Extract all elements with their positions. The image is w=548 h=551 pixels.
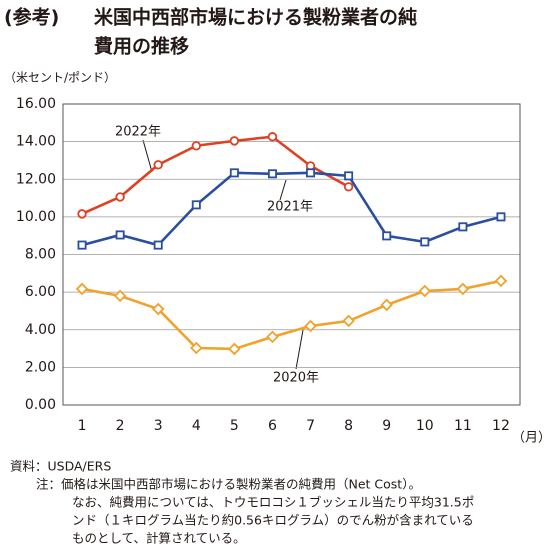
chart-title: 費用の推移	[94, 35, 189, 58]
point	[344, 171, 354, 181]
point	[266, 330, 279, 344]
note: なお、純費用については、トウモロコシ１ブッシェル当たり平均31.5ポ	[72, 495, 474, 510]
point	[153, 240, 163, 250]
x-tick-label: 12	[492, 418, 510, 434]
point	[113, 289, 127, 303]
point	[77, 209, 87, 219]
x-tick-label: 8	[344, 418, 353, 434]
x-tick-label: 9	[382, 418, 391, 434]
x-tick-label: 1	[78, 418, 87, 434]
series-line	[81, 135, 350, 216]
x-tick-label: 6	[268, 418, 277, 434]
x-tick-label: 11	[454, 418, 472, 434]
point	[380, 298, 393, 312]
series-label: 2021年	[267, 200, 313, 215]
point	[228, 342, 241, 356]
series-label: 2022年	[115, 125, 161, 140]
point	[115, 230, 125, 240]
point	[420, 237, 430, 247]
x-tick-label: 2	[116, 418, 125, 434]
point	[494, 274, 508, 288]
y-unit: （米セント/ポンド）	[4, 71, 116, 85]
x-tick-label: 4	[192, 418, 201, 434]
note: ものとして、計算されている。	[72, 531, 246, 546]
point	[151, 302, 165, 316]
y-tick-label: 8.00	[25, 247, 56, 263]
note: ンド（１キログラム当たり約0.56キログラム）のでん粉が含まれている	[72, 513, 474, 528]
series-line	[81, 279, 502, 351]
x-tick-label: 5	[230, 418, 239, 434]
point	[342, 314, 355, 328]
point	[267, 132, 278, 142]
chart-title: 米国中西部市場における製粉業者の純	[94, 6, 417, 29]
x-tick-label: 10	[416, 418, 434, 434]
point	[77, 240, 87, 250]
point	[267, 169, 277, 179]
y-tick-label: 10.00	[16, 209, 56, 225]
y-tick-label: 4.00	[25, 322, 56, 338]
plot-frame	[62, 103, 521, 406]
point	[382, 231, 392, 241]
point	[75, 282, 89, 296]
y-tick-label: 16.00	[16, 96, 56, 112]
point	[304, 319, 317, 333]
point	[458, 222, 468, 232]
leader-line	[279, 179, 287, 201]
x-tick-label: 7	[306, 418, 315, 434]
series-line	[81, 171, 502, 247]
point	[191, 200, 201, 210]
leader-line	[142, 139, 153, 173]
point	[153, 160, 163, 170]
y-tick-label: 2.00	[25, 359, 56, 375]
point	[418, 284, 432, 298]
y-tick-label: 12.00	[16, 171, 56, 187]
y-tick-label: 6.00	[25, 284, 56, 300]
point	[306, 168, 316, 178]
point	[229, 136, 240, 146]
title-tag: (参考)	[4, 6, 59, 29]
y-tick-label: 14.00	[16, 134, 56, 150]
leader-line	[295, 329, 304, 370]
series-label: 2020年	[273, 371, 319, 386]
point	[343, 182, 354, 192]
point	[456, 282, 470, 296]
point	[190, 341, 203, 355]
point	[229, 168, 239, 178]
source: 資料：USDA/ERS	[10, 459, 111, 474]
x-unit: （月）	[512, 431, 548, 446]
y-tick-label: 0.00	[25, 397, 56, 413]
point	[496, 212, 506, 222]
x-tick-label: 3	[154, 418, 163, 434]
point	[115, 192, 125, 202]
point	[191, 141, 201, 151]
note: 注：価格は米国中西部市場における製粉業者の純費用（Net Cost）。	[36, 477, 421, 492]
